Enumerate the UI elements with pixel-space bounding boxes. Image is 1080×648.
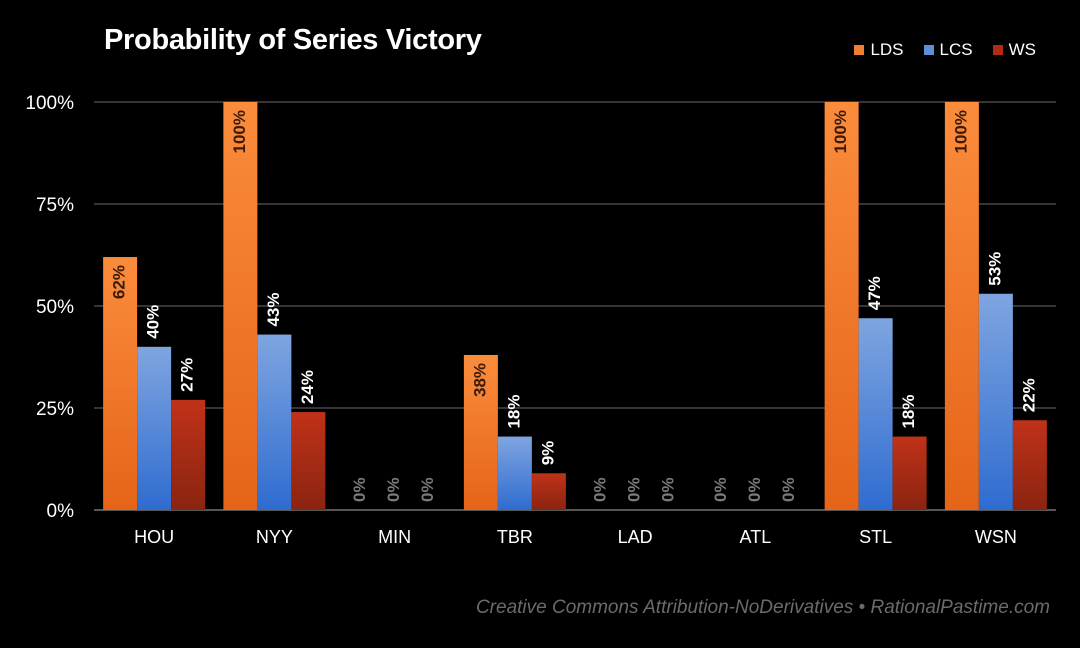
legend-label-ws: WS xyxy=(1008,40,1036,59)
data-label-lds: 100% xyxy=(230,110,249,153)
data-label-lcs: 0% xyxy=(384,477,403,502)
x-tick-label: WSN xyxy=(975,527,1017,547)
x-axis-ticks: HOU NYY MIN TBR LAD ATL STL WSN xyxy=(134,527,1017,547)
x-tick-label: HOU xyxy=(134,527,174,547)
data-label-lds: 100% xyxy=(951,110,970,153)
x-tick-label: LAD xyxy=(618,527,653,547)
bar-lcs xyxy=(858,318,893,510)
data-label-lcs: 18% xyxy=(504,395,523,429)
bar-ws xyxy=(291,412,326,510)
legend-item-ws: WS xyxy=(992,40,1036,60)
legend: LDS LCS WS xyxy=(854,40,1036,60)
data-label-lcs: 40% xyxy=(144,305,163,339)
bar-lcs xyxy=(978,293,1013,510)
bar-lds xyxy=(223,102,258,510)
data-label-lcs: 43% xyxy=(264,293,283,327)
data-label-lcs: 47% xyxy=(865,276,884,310)
bars xyxy=(103,102,1047,510)
bar-lds xyxy=(824,102,859,510)
data-label-lds: 38% xyxy=(470,363,489,397)
data-label-lcs: 53% xyxy=(985,252,1004,286)
data-label-ws: 9% xyxy=(538,441,557,466)
x-tick-label: MIN xyxy=(378,527,411,547)
data-label-ws: 22% xyxy=(1019,378,1038,412)
x-tick-label: TBR xyxy=(497,527,533,547)
legend-label-lds: LDS xyxy=(870,40,904,59)
y-tick-label: 25% xyxy=(36,399,74,420)
data-label-ws: 27% xyxy=(178,358,197,392)
y-tick-label: 100% xyxy=(25,93,74,114)
x-tick-label: ATL xyxy=(740,527,772,547)
data-label-lds: 0% xyxy=(350,477,369,502)
data-label-lds: 62% xyxy=(110,265,129,299)
data-label-lds: 100% xyxy=(831,110,850,153)
data-label-lds: 0% xyxy=(591,477,610,502)
data-label-lcs: 0% xyxy=(625,477,644,502)
bar-lcs xyxy=(137,346,172,510)
y-tick-label: 50% xyxy=(36,297,74,318)
bar-lds xyxy=(103,257,138,510)
bar-lds xyxy=(463,354,498,510)
data-label-ws: 0% xyxy=(779,477,798,502)
x-tick-label: STL xyxy=(859,527,892,547)
bar-lcs xyxy=(257,334,292,510)
legend-label-lcs: LCS xyxy=(939,40,973,59)
data-label-ws: 0% xyxy=(418,477,437,502)
data-label-lds: 0% xyxy=(711,477,730,502)
credit-line: Creative Commons Attribution-NoDerivativ… xyxy=(475,597,1050,618)
legend-swatch-ws xyxy=(992,45,1003,55)
x-tick-label: NYY xyxy=(256,527,293,547)
legend-swatch-lds xyxy=(854,45,865,55)
bar-ws xyxy=(531,473,566,510)
legend-item-lds: LDS xyxy=(854,40,904,60)
y-tick-label: 0% xyxy=(47,501,75,522)
chart-title: Probability of Series Victory xyxy=(104,24,482,56)
data-label-ws: 0% xyxy=(659,477,678,502)
data-label-lcs: 0% xyxy=(745,477,764,502)
legend-item-lcs: LCS xyxy=(923,40,973,60)
data-labels: 62% 40% 27% 100% 43% 24% 0% 0% 0% 38% 18% 9% 0% 0% 0% 0… xyxy=(110,110,1039,502)
data-label-ws: 24% xyxy=(298,370,317,404)
bar-ws xyxy=(171,399,206,510)
y-tick-label: 75% xyxy=(36,195,74,216)
bar-ws xyxy=(1012,420,1047,510)
y-axis-ticks: 0% 25% 50% 75% 100% xyxy=(25,93,74,522)
bar-lcs xyxy=(497,436,532,510)
bar-lds xyxy=(944,102,979,510)
data-label-ws: 18% xyxy=(899,395,918,429)
legend-swatch-lcs xyxy=(923,45,934,55)
bar-ws xyxy=(892,436,927,510)
